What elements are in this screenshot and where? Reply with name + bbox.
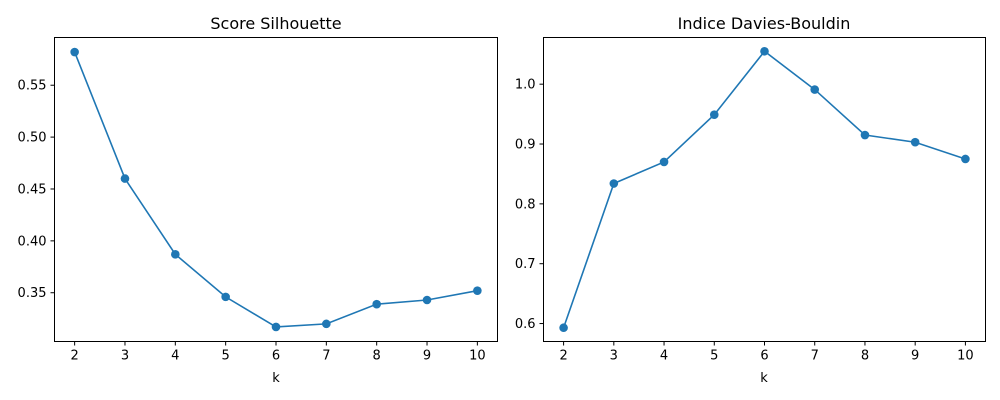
data-point (171, 250, 180, 259)
x-tick-label: 5 (710, 349, 718, 364)
x-tick-label: 3 (121, 349, 129, 364)
data-point (271, 322, 281, 332)
x-tick-label: 10 (469, 349, 486, 364)
data-point (910, 137, 920, 147)
x-axis-label: k (760, 371, 768, 386)
x-tick-label: 4 (660, 349, 668, 364)
plot-frame (543, 37, 986, 342)
chart-title: Indice Davies-Bouldin (678, 14, 851, 33)
series-line (562, 50, 966, 328)
y-tick-label: 0.55 (18, 79, 47, 94)
y-tick-label: 0.45 (18, 182, 47, 197)
x-tick-label: 4 (171, 349, 179, 364)
x-tick-label: 7 (322, 349, 330, 364)
x-tick-label: 7 (811, 349, 819, 364)
plot-area: 2 3 4 5 6 7 8 9 10 0.6 0.7 0.8 0.9 1.0 (515, 46, 974, 364)
y-tick-label: 0.50 (18, 131, 47, 146)
x-tick-label: 6 (272, 349, 280, 364)
y-tick-label: 0.6 (515, 317, 536, 332)
data-point (709, 110, 719, 119)
data-point (473, 286, 482, 295)
y-tick-label: 0.9 (515, 138, 536, 153)
x-tick-label: 3 (610, 349, 618, 364)
data-point (559, 323, 568, 333)
y-tick-label: 0.35 (18, 286, 47, 301)
x-tick-label: 5 (222, 349, 230, 364)
x-tick-label: 2 (70, 349, 78, 364)
y-tick-label: 1.0 (515, 78, 536, 93)
data-point (372, 299, 381, 309)
y-tick-label: 0.40 (18, 234, 47, 249)
series-line (73, 51, 478, 328)
x-tick-label: 2 (559, 349, 567, 364)
data-point (609, 179, 619, 188)
data-point (961, 154, 970, 164)
davies-bouldin-chart: Indice Davies-Bouldin 2 3 4 5 6 7 8 9 10 0.6 0.7 0.… (515, 14, 986, 386)
data-point (760, 46, 769, 56)
x-tick-label: 10 (957, 349, 974, 364)
x-tick-label: 9 (423, 349, 431, 364)
data-point (322, 319, 331, 329)
data-point (810, 85, 820, 94)
x-tick-label: 8 (861, 349, 869, 364)
silhouette-chart: Score Silhouette 2 3 4 5 6 7 8 9 10 0.35 0.40 0.45 0… (18, 14, 498, 386)
data-point (860, 130, 870, 140)
x-tick-label: 6 (760, 349, 768, 364)
y-tick-label: 0.8 (515, 197, 536, 212)
y-tick-label: 0.7 (515, 257, 536, 272)
data-point (120, 174, 130, 183)
x-axis-label: k (272, 371, 280, 386)
data-point (422, 295, 432, 305)
data-point (221, 292, 230, 302)
data-point (70, 47, 79, 57)
chart-title: Score Silhouette (210, 14, 341, 33)
plot-area: 2 3 4 5 6 7 8 9 10 0.35 0.40 0.45 0.50 0.55 (18, 47, 486, 364)
data-point (659, 157, 669, 167)
x-tick-label: 8 (373, 349, 381, 364)
x-tick-label: 9 (911, 349, 919, 364)
plot-frame (54, 37, 498, 342)
